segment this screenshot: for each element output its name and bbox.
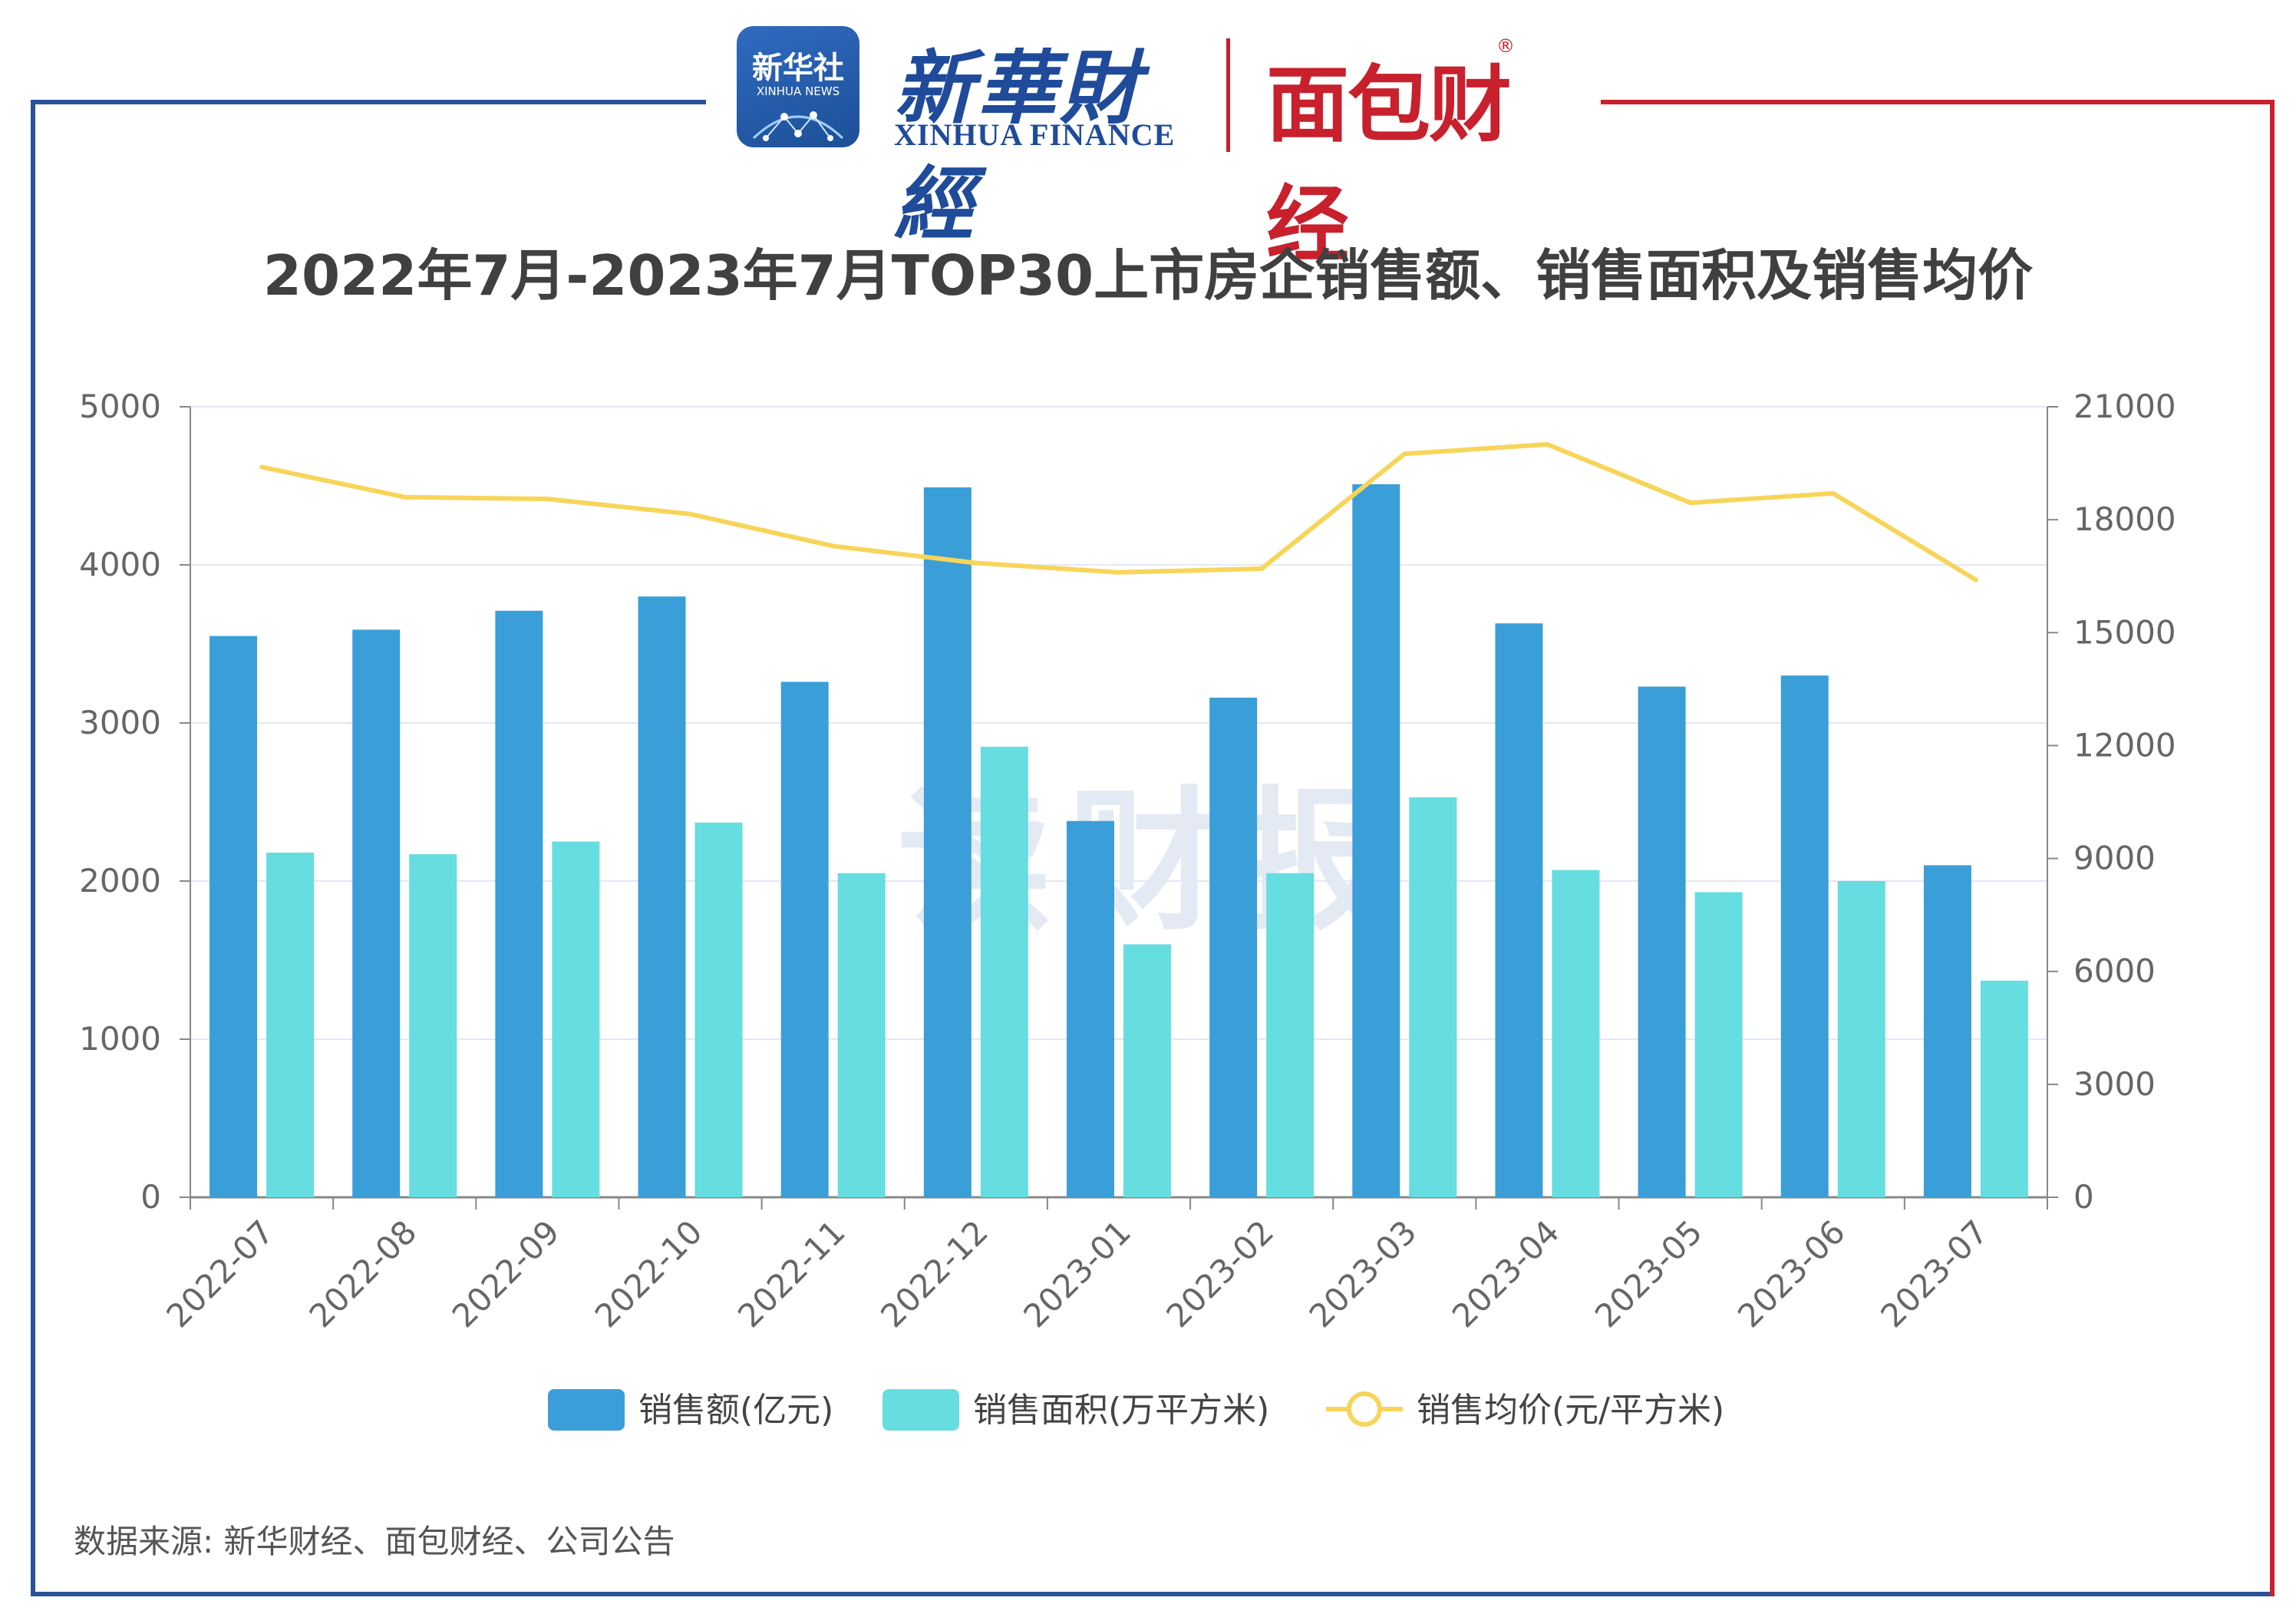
price-line	[259, 442, 1978, 583]
sales-amount-bar	[1352, 484, 1400, 1197]
frame-top-left-border	[31, 100, 706, 104]
y-right-tick-label: 15000	[2073, 613, 2176, 651]
y-left-tick-label: 0	[140, 1178, 161, 1216]
avg-price-point	[1117, 569, 1121, 575]
sales-amount-bar	[1923, 865, 1971, 1197]
sales-area-bar	[980, 746, 1028, 1197]
sales-area-bar	[1409, 797, 1457, 1197]
avg-price-point	[1687, 500, 1693, 506]
avg-price-point	[402, 494, 407, 500]
avg-price-line	[261, 442, 1978, 583]
x-tick-label: 2023-07	[1873, 1213, 1995, 1335]
frame-bottom-border	[31, 1592, 2275, 1596]
legend: 销售额(亿元) 销售面积(万平方米) 销售均价(元/平方米)	[548, 1389, 1724, 1431]
registered-mark: ®	[1496, 35, 1515, 57]
avg-price-point	[688, 511, 693, 517]
legend-avg-price-marker	[1347, 1391, 1382, 1427]
legend-sales-amount-label: 销售额(亿元)	[638, 1391, 833, 1430]
legend-sales-area-label: 销售面积(万平方米)	[973, 1391, 1269, 1430]
y-right-tick-label: 12000	[2073, 726, 2176, 764]
avg-price-point	[830, 543, 836, 549]
sales-area-bar	[694, 822, 743, 1197]
x-tick-labels: 2022-07 2022-08 2022-09 2022-10 2022-11 2022-…	[159, 1213, 1995, 1335]
xinhua-finance-logo-text: 新華財經	[894, 41, 1143, 251]
sales-amount-bar	[638, 596, 686, 1197]
y-left-tick-label: 5000	[79, 388, 161, 425]
x-tick-label: 2022-09	[445, 1213, 567, 1335]
data-source-note: 数据来源: 新华财经、面包财经、公司公告	[74, 1523, 675, 1560]
chart-title: 2022年7月-2023年7月TOP30上市房企销售额、销售面积及销售均价	[262, 243, 2034, 308]
y-left-tick-label: 4000	[79, 546, 161, 583]
x-tick-label: 2023-01	[1016, 1213, 1138, 1335]
y-left-tick-label: 1000	[79, 1020, 161, 1058]
sales-area-bar	[1980, 980, 2028, 1197]
sales-amount-bar	[495, 610, 543, 1197]
sales-amount-bar	[1638, 686, 1686, 1197]
sales-area-bar	[837, 873, 886, 1197]
sales-amount-bar	[209, 635, 258, 1197]
xinhua-news-logo-text: 新华社	[752, 51, 844, 86]
network-globe-icon	[752, 111, 844, 141]
y-right-tick-label: 6000	[2073, 952, 2156, 990]
sales-amount-bar	[1067, 820, 1114, 1197]
axes: 0 1000 2000 3000 4000 5000 0 3000 6000 9000 12000 1…	[79, 388, 2176, 1216]
x-tick-label: 2023-02	[1159, 1213, 1281, 1335]
frame-left-border	[31, 100, 35, 1596]
xinhua-news-logo-subtext: XINHUA NEWS	[756, 84, 840, 98]
avg-price-point	[545, 497, 550, 502]
sales-amount-bar	[352, 629, 401, 1197]
x-tick-label: 2022-10	[588, 1213, 710, 1335]
legend-avg-price-label: 销售均价(元/平方米)	[1417, 1391, 1724, 1430]
sales-amount-bar	[1495, 623, 1543, 1197]
sales-area-bar	[409, 853, 457, 1197]
logo-divider	[1226, 38, 1230, 152]
avg-price-point	[1830, 490, 1836, 496]
avg-price-point	[259, 464, 265, 470]
x-tick-label: 2023-05	[1588, 1213, 1710, 1335]
bread-finance-logo-text: 面包财经	[1266, 58, 1512, 273]
sales-area-bar	[1123, 944, 1171, 1197]
y-right-tick-label: 3000	[2073, 1065, 2156, 1103]
y-left-tick-label: 2000	[79, 862, 161, 899]
avg-price-point	[1545, 442, 1550, 447]
sales-area-bar	[1694, 892, 1743, 1197]
avg-price-point	[973, 560, 978, 566]
x-tick-label: 2022-07	[159, 1213, 281, 1335]
bread-finance-logo: 面包财经 ®	[1266, 35, 1588, 273]
avg-price-point	[1402, 451, 1407, 457]
sales-amount-bar	[780, 682, 829, 1197]
y-right-tick-label: 18000	[2073, 500, 2176, 538]
header-logos: 新华社 XINHUA NEWS 新華財經 XINHUA FINANCE 面包财经…	[737, 23, 1581, 273]
y-right-tick-label: 9000	[2073, 840, 2156, 877]
x-tick-label: 2022-11	[731, 1213, 853, 1335]
sales-area-bar	[552, 841, 600, 1197]
y-right-tick-label: 21000	[2073, 388, 2176, 425]
x-tick-label: 2023-03	[1302, 1213, 1424, 1335]
sales-area-bar	[266, 852, 315, 1197]
grid-lines	[190, 406, 2047, 1040]
sales-amount-bar	[923, 487, 972, 1197]
bars	[209, 484, 2028, 1197]
sales-area-bar	[1266, 873, 1315, 1197]
xinhua-finance-logo-subtext: XINHUA FINANCE	[894, 117, 1176, 152]
frame-top-right-border	[1601, 100, 2275, 104]
xinhua-news-logo: 新华社 XINHUA NEWS	[737, 26, 859, 147]
xinhua-finance-logo: 新華財經 XINHUA FINANCE	[894, 23, 1186, 251]
sales-amount-bar	[1780, 675, 1829, 1197]
sales-amount-bar	[1209, 698, 1258, 1197]
y-right-tick-label: 0	[2073, 1178, 2094, 1216]
y-left-tick-label: 3000	[79, 704, 161, 741]
x-tick-label: 2023-06	[1730, 1213, 1852, 1335]
legend-sales-area-swatch	[882, 1389, 959, 1431]
x-tick-label: 2022-12	[873, 1213, 995, 1335]
avg-price-point	[1973, 577, 1978, 583]
legend-sales-amount-swatch	[548, 1389, 625, 1431]
sales-area-bar	[1552, 870, 1600, 1197]
frame-right-border	[2270, 100, 2275, 1596]
x-tick-label: 2023-04	[1445, 1213, 1567, 1335]
x-tick-label: 2022-08	[302, 1213, 424, 1335]
avg-price-point	[1259, 566, 1265, 571]
sales-area-bar	[1837, 881, 1885, 1197]
